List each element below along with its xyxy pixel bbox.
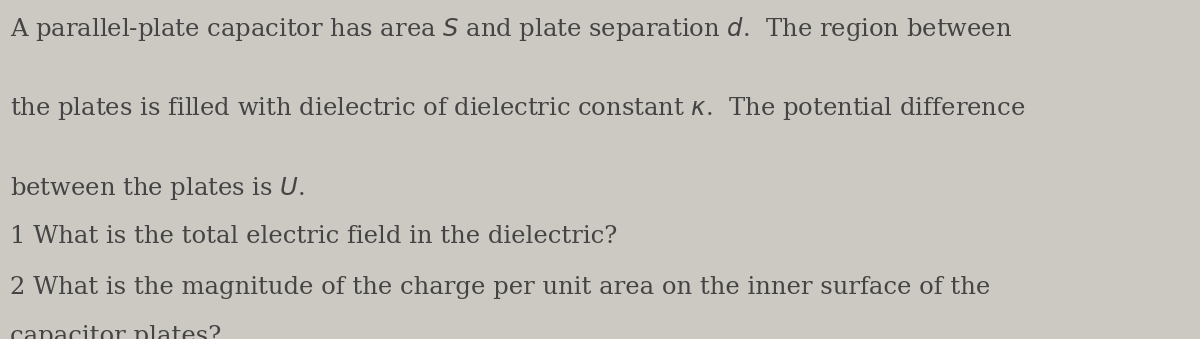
Text: the plates is filled with dielectric of dielectric constant $\kappa$.  The poten: the plates is filled with dielectric of …	[10, 95, 1025, 122]
Text: 1 What is the total electric field in the dielectric?: 1 What is the total electric field in th…	[10, 225, 617, 248]
Text: 2 What is the magnitude of the charge per unit area on the inner surface of the: 2 What is the magnitude of the charge pe…	[10, 276, 990, 299]
Text: capacitor plates?: capacitor plates?	[10, 325, 221, 339]
Text: between the plates is $U$.: between the plates is $U$.	[10, 175, 305, 202]
Text: A parallel-plate capacitor has area $S$ and plate separation $d$.  The region be: A parallel-plate capacitor has area $S$ …	[10, 15, 1012, 43]
